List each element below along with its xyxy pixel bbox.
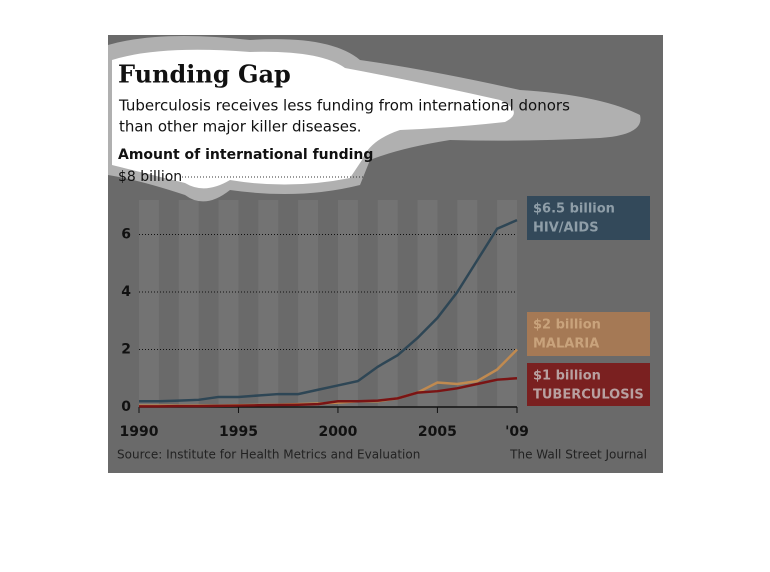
subtitle: Tuberculosis receives less funding from … (118, 97, 570, 115)
legend-value: $6.5 billion (533, 202, 615, 217)
x-tick-label: 1990 (120, 424, 159, 440)
legend-value: $1 billion (533, 369, 601, 384)
legend-box (527, 312, 650, 356)
legend-label: TUBERCULOSIS (533, 388, 644, 403)
legend-value: $2 billion (533, 318, 601, 333)
subtitle: than other major killer diseases. (119, 118, 362, 136)
legend-label: MALARIA (533, 337, 599, 352)
y-tick-label: 4 (121, 284, 131, 300)
y-tick-label: 2 (121, 342, 131, 358)
stripe (178, 200, 199, 407)
stripe (218, 200, 239, 407)
source: Source: Institute for Health Metrics and… (117, 448, 420, 462)
stripe (457, 200, 478, 407)
stripe (139, 200, 159, 407)
stripes (139, 200, 517, 407)
x-tick-label: 2005 (418, 424, 457, 440)
y-tick-label: $8 billion (118, 169, 182, 185)
x-tick-label: 1995 (219, 424, 258, 440)
stripe (377, 200, 398, 407)
stripe (258, 200, 279, 407)
legend-label: HIV/AIDS (533, 221, 599, 236)
x-tick-label: '09 (505, 424, 529, 440)
x-tick-label: 2000 (318, 424, 357, 440)
stripe (417, 200, 438, 407)
series-line (139, 377, 518, 408)
cloud (112, 49, 514, 189)
title: Funding Gap (118, 60, 291, 89)
y-tick-label: 0 (121, 399, 131, 415)
legend-box (527, 196, 650, 240)
stripe (497, 200, 517, 407)
legend-box (527, 363, 650, 406)
stripe (298, 200, 319, 407)
series-line (139, 218, 518, 403)
y-axis-label: Amount of international funding (118, 147, 373, 163)
credit: The Wall Street Journal (509, 448, 647, 462)
stripe (337, 200, 358, 407)
y-tick-label: 6 (121, 227, 131, 243)
